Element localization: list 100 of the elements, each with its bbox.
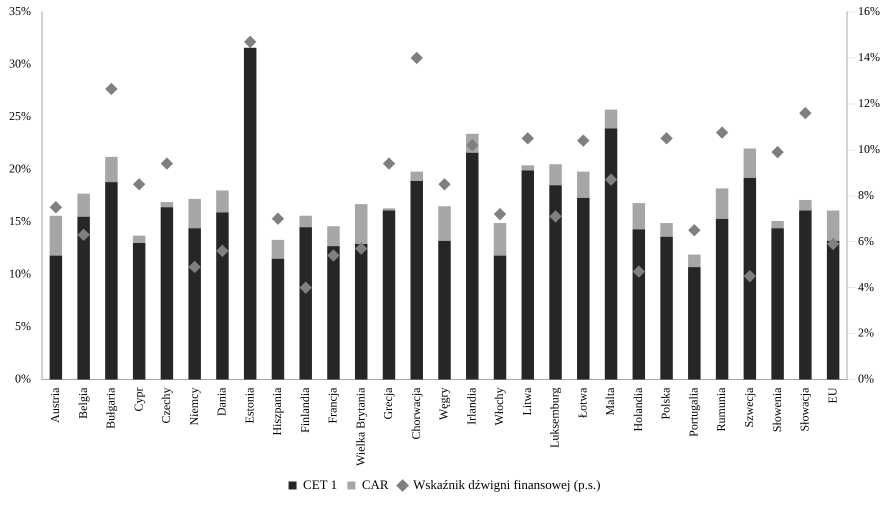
- point: [272, 212, 284, 225]
- bar: [771, 228, 784, 380]
- point: [78, 228, 90, 241]
- bar: [382, 210, 396, 380]
- x-tick-label: Luksemburg: [548, 388, 562, 448]
- x-tick-label: Estonia: [242, 386, 256, 424]
- point: [799, 107, 812, 120]
- x-tick-label: Malta: [603, 386, 618, 416]
- point: [244, 36, 256, 48]
- bar: [549, 164, 562, 186]
- bar: [577, 198, 590, 380]
- bar: [660, 223, 673, 237]
- point: [494, 208, 506, 220]
- bar: [466, 152, 479, 380]
- point: [522, 132, 534, 144]
- bar: [826, 240, 840, 380]
- x-tick-label: Niemcy: [186, 388, 201, 426]
- bar: [522, 165, 534, 171]
- point: [438, 178, 450, 190]
- x-tick-label: Włochy: [492, 388, 506, 426]
- point: [300, 282, 312, 294]
- x-tick-label: Holandia: [630, 386, 645, 432]
- y-tick-label: 20%: [8, 162, 31, 176]
- legend-label: Wskaźnik dźwigni finansowej (p.s.): [413, 476, 600, 492]
- point: [327, 249, 340, 262]
- bar: [216, 212, 229, 380]
- bar: [716, 218, 728, 380]
- bar: [132, 236, 146, 244]
- point: [160, 158, 173, 170]
- y2-tick-label: 6%: [858, 234, 874, 248]
- bar: [50, 216, 62, 256]
- bar: [660, 236, 673, 380]
- bar: [826, 210, 840, 241]
- point: [827, 238, 840, 250]
- point: [50, 201, 62, 214]
- y2-tick-label: 0%: [858, 372, 874, 386]
- y2-tick-label: 4%: [858, 280, 874, 294]
- y-tick-label: 25%: [8, 109, 31, 124]
- bar: [744, 178, 756, 380]
- x-tick-label: Bułgaria: [104, 386, 118, 429]
- legend-label: CAR: [362, 476, 389, 492]
- bar: [577, 172, 590, 198]
- y-tick-label: 5%: [14, 319, 31, 334]
- point: [188, 260, 201, 273]
- point: [744, 270, 756, 282]
- point: [632, 266, 645, 278]
- bar: [105, 156, 118, 182]
- y-tick-label: 35%: [8, 4, 31, 18]
- point: [550, 210, 562, 222]
- x-tick-label: Szwecja: [742, 386, 756, 428]
- point: [105, 82, 118, 95]
- bar: [438, 206, 451, 241]
- x-tick-label: Portugalia: [686, 386, 700, 437]
- point: [355, 242, 368, 255]
- x-tick-label: Wielka Brytania: [353, 386, 368, 466]
- x-tick-label: Chorwacja: [408, 386, 423, 440]
- bar: [188, 228, 201, 380]
- y2-tick-label: 10%: [858, 142, 880, 156]
- bar: [632, 229, 646, 380]
- y2-tick-label: 12%: [858, 96, 880, 110]
- legend-label: CET 1: [303, 476, 338, 492]
- bar: [132, 243, 146, 380]
- point: [772, 146, 784, 158]
- bar: [688, 267, 701, 380]
- bar: [105, 182, 118, 380]
- bar: [216, 190, 229, 213]
- x-tick-label: Łotwa: [575, 386, 590, 418]
- point: [133, 178, 146, 190]
- point: [660, 132, 673, 144]
- point: [688, 224, 700, 236]
- bar: [799, 200, 812, 210]
- bar: [354, 204, 368, 244]
- point: [382, 158, 395, 170]
- y-tick-label: 15%: [8, 214, 31, 228]
- x-tick-label: Polska: [658, 386, 673, 420]
- point: [716, 126, 728, 139]
- bar: [299, 227, 312, 380]
- y2-tick-label: 14%: [858, 50, 880, 64]
- bar: [327, 226, 340, 246]
- y2-tick-label: 16%: [858, 4, 880, 18]
- bar: [494, 256, 506, 380]
- point: [577, 134, 590, 147]
- bar: [604, 128, 618, 380]
- y2-tick-label: 2%: [858, 326, 874, 340]
- point: [466, 139, 478, 152]
- bar: [771, 220, 784, 228]
- point: [410, 52, 423, 64]
- x-tick-label: Słowenia: [770, 386, 784, 432]
- x-tick-label: Dania: [214, 386, 229, 416]
- x-tick-label: Hiszpania: [270, 386, 284, 436]
- x-tick-label: Francja: [326, 386, 340, 424]
- bar: [272, 240, 284, 259]
- x-tick-label: Litwa: [520, 386, 534, 416]
- bar: [744, 148, 756, 178]
- bar: [410, 181, 423, 380]
- bar: [716, 188, 728, 219]
- x-tick-label: Węgry: [436, 388, 451, 420]
- bar: [354, 244, 368, 380]
- bar: [410, 172, 423, 182]
- x-tick-label: Cypr: [131, 388, 146, 412]
